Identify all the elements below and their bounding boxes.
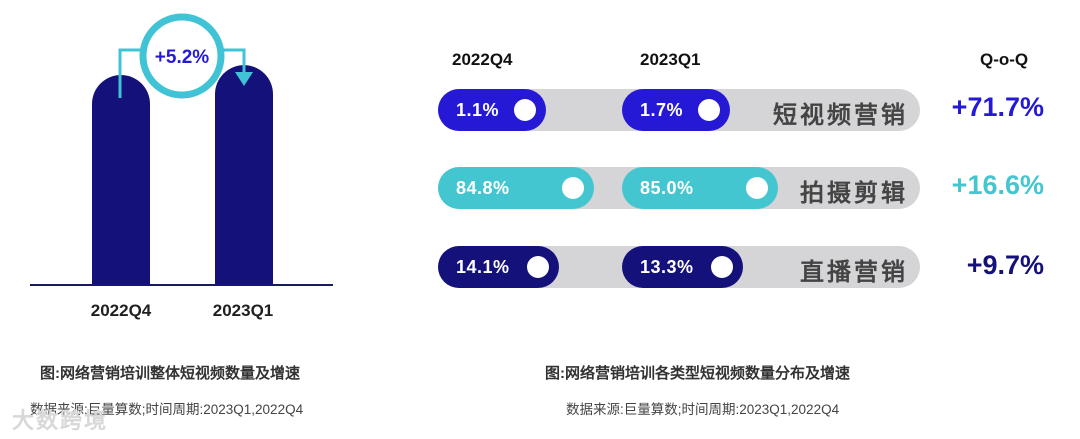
pill-2023q1-short-video-marketing: 1.7% xyxy=(622,89,730,131)
column-header-2022q4: 2022Q4 xyxy=(452,50,513,69)
column-header-qoq: Q-o-Q xyxy=(980,50,1029,69)
category-label-live-marketing: 直播营销 xyxy=(800,259,908,286)
pill-knob xyxy=(746,177,768,199)
growth-arrow-left xyxy=(118,48,148,98)
value-label-2023q1: 85.0% xyxy=(640,178,694,198)
bar-2022q4 xyxy=(92,75,150,285)
right-chart-caption: 图:网络营销培训各类型短视频数量分布及增速 xyxy=(545,365,850,382)
pill-2022q4-live-marketing: 14.1% xyxy=(438,246,559,288)
left-chart-caption: 图:网络营销培训整体短视频数量及增速 xyxy=(40,365,300,382)
growth-circle xyxy=(139,13,225,99)
bar-2023q1 xyxy=(215,65,273,286)
pill-knob xyxy=(711,256,733,278)
value-label-2023q1: 1.7% xyxy=(640,100,684,120)
growth-arrow-head xyxy=(235,72,253,86)
category-label-short-video-marketing: 短视频营销 xyxy=(773,102,908,129)
x-tick-label-2022q4: 2022Q4 xyxy=(90,301,152,320)
total-volume-bar-chart: +5.2% xyxy=(30,13,333,286)
pill-2023q1-shooting-editing: 85.0% xyxy=(622,167,778,209)
value-label-2022q4: 1.1% xyxy=(456,100,500,120)
value-label-2022q4: 14.1% xyxy=(456,257,510,277)
pill-knob xyxy=(527,256,549,278)
qoq-value-live-marketing: +9.7% xyxy=(966,250,1044,280)
watermark-logo: 大数跨境 xyxy=(12,408,109,433)
value-label-2022q4: 84.8% xyxy=(456,178,510,198)
pill-2022q4-short-video-marketing: 1.1% xyxy=(438,89,546,131)
x-tick-label-2023q1: 2023Q1 xyxy=(212,301,274,320)
pill-knob xyxy=(562,177,584,199)
qoq-value-short-video-marketing: +71.7% xyxy=(951,92,1044,122)
pill-knob xyxy=(514,99,536,121)
column-header-2023q1: 2023Q1 xyxy=(640,50,701,69)
qoq-value-shooting-editing: +16.6% xyxy=(951,170,1044,200)
right-chart-source: 数据来源:巨量算数;时间周期:2023Q1,2022Q4 xyxy=(566,402,840,417)
growth-label: +5.2% xyxy=(155,47,210,68)
left-chart-source: 数据来源:巨量算数;时间周期:2023Q1,2022Q4 xyxy=(30,402,304,417)
pill-2023q1-live-marketing: 13.3% xyxy=(622,246,743,288)
category-label-shooting-editing: 拍摄剪辑 xyxy=(800,180,908,207)
value-label-2023q1: 13.3% xyxy=(640,257,694,277)
pill-knob xyxy=(698,99,720,121)
growth-arrow-right xyxy=(222,48,246,73)
pill-2022q4-shooting-editing: 84.8% xyxy=(438,167,594,209)
